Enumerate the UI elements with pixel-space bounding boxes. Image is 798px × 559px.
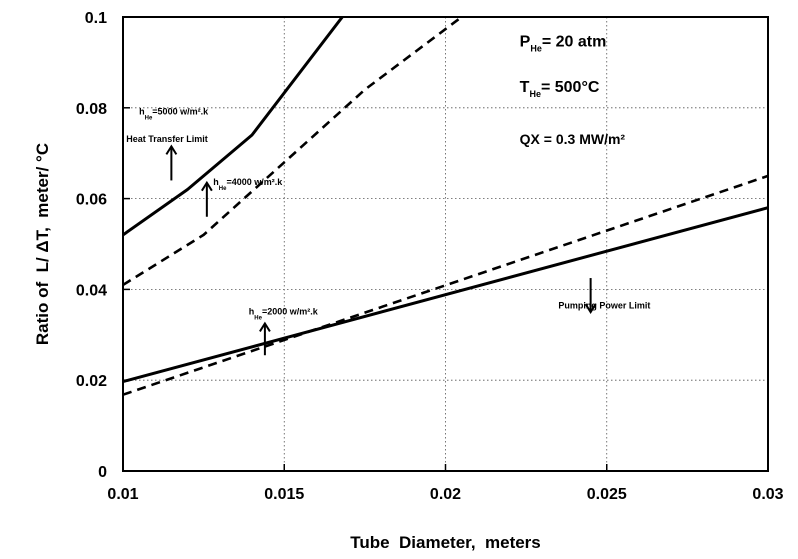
- x-axis-title: Tube Diameter, meters: [350, 533, 541, 552]
- arrow-0: [165, 144, 178, 181]
- y-tick-label-1: 0.02: [76, 373, 107, 390]
- arrows: [165, 144, 597, 356]
- heat-flux-annotation: QX = 0.3 MW/m²: [520, 131, 626, 147]
- x-tick-label-0: 0.01: [107, 486, 138, 503]
- x-tick-label-3: 0.025: [587, 486, 627, 503]
- series-line-2: [123, 206, 768, 384]
- x-tick-label-4: 0.03: [752, 486, 783, 503]
- arrow-3: [584, 278, 597, 314]
- y-tick-label-5: 0.1: [85, 10, 107, 27]
- x-tick-label-2: 0.02: [430, 486, 461, 503]
- ticks: 0.01 0.015 0.02 0.025 0.03 0 0.02 0.04 0.06 0.08 0…: [76, 10, 784, 503]
- x-tick-label-1: 0.015: [264, 486, 304, 503]
- y-tick-label-3: 0.06: [76, 192, 107, 209]
- y-tick-label-0: 0: [98, 464, 107, 481]
- arrow-2: [259, 321, 271, 356]
- series-lines: [123, 17, 768, 396]
- series-line-3: [123, 174, 768, 396]
- h5000-label: hHe=5000 w/m².k: [139, 107, 209, 122]
- temperature-annotation: THe= 500°C: [520, 79, 600, 99]
- pumping-power-limit-label: Pumping Power Limit: [558, 300, 650, 310]
- heat-transfer-limit-label: Heat Transfer Limit: [126, 134, 208, 144]
- y-axis-title: Ratio of L/ ΔT, meter/ °C: [33, 143, 52, 345]
- h2000-label: hHe=2000 w/m².k: [249, 306, 319, 321]
- series-line-1: [123, 17, 463, 287]
- y-tick-label-2: 0.04: [76, 282, 107, 299]
- h4000-label: hHe=4000 w/m².k: [213, 177, 283, 192]
- series-line-0: [123, 17, 344, 237]
- pressure-annotation: PHe= 20 atm: [520, 34, 607, 54]
- annotations: PHe= 20 atm THe= 500°C QX = 0.3 MW/m² hHe=5…: [126, 34, 650, 322]
- y-tick-label-4: 0.08: [76, 101, 107, 118]
- grid: [122, 16, 769, 472]
- arrow-1: [201, 180, 213, 217]
